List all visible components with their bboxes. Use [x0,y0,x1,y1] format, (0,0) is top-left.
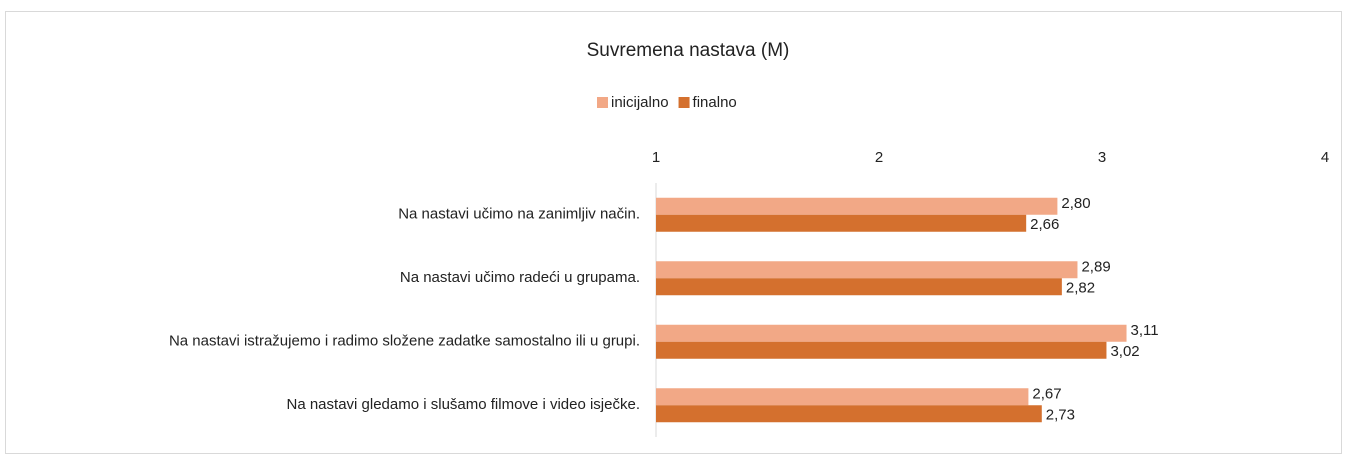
value-label: 2,73 [1046,407,1075,424]
legend-label: inicijalno [611,94,669,111]
value-label: 2,82 [1066,280,1095,297]
legend-swatch [678,97,690,108]
y-tick-label: Na nastavi istražujemo i radimo složene … [169,333,640,350]
legend-swatch [597,97,608,108]
chart-title: Suvremena nastava (M) [587,40,790,61]
x-tick-label: 4 [1321,149,1329,166]
value-label: 2,80 [1061,195,1090,212]
value-label: 2,67 [1032,386,1061,403]
x-tick-label: 1 [652,149,660,166]
x-tick-label: 3 [1098,149,1106,166]
value-label: 2,66 [1030,216,1059,233]
legend-label: finalno [693,94,737,111]
bar [656,197,1058,215]
value-label: 3,11 [1131,322,1159,339]
y-tick-label: Na nastavi učimo radeći u grupama. [400,269,640,286]
value-label: 2,89 [1081,259,1110,276]
x-tick-label: 2 [875,149,883,166]
y-tick-label: Na nastavi gledamo i slušamo filmove i v… [287,396,641,413]
bar [656,324,1127,342]
bar [656,341,1107,359]
bar [656,261,1078,279]
bar [656,405,1042,423]
bar [656,214,1027,232]
value-label: 3,02 [1110,343,1139,360]
chart-border [5,11,1342,454]
bar [656,388,1029,406]
y-tick-label: Na nastavi učimo na zanimljiv način. [398,206,640,223]
bar [656,278,1062,296]
